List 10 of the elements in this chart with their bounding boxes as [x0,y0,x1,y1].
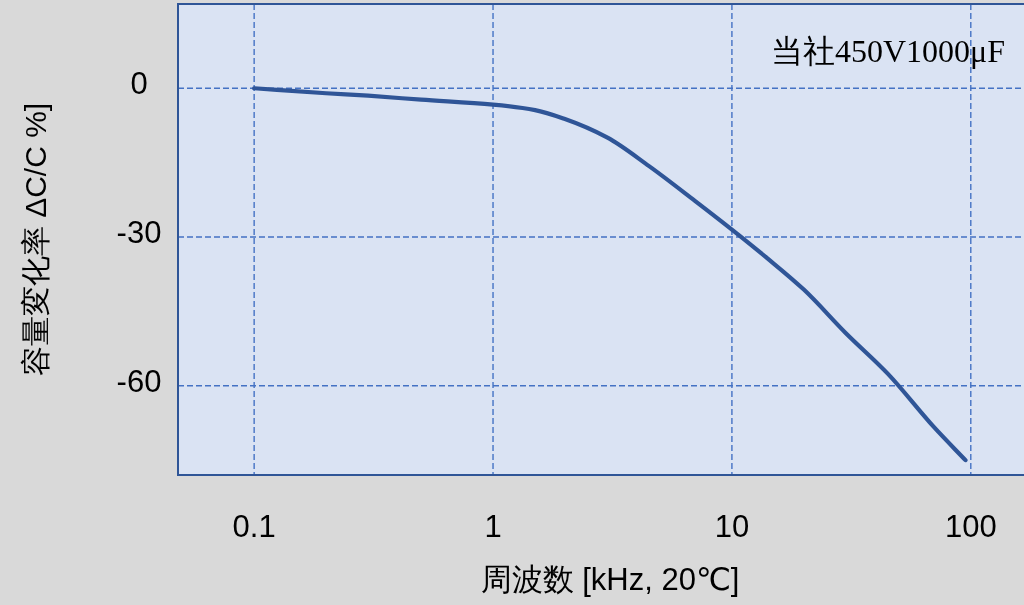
x-tick-label: 0.1 [232,509,276,544]
annotation: 当社450V1000μF [770,33,1005,69]
y-tick-label: 0 [130,66,148,102]
x-axis-title: 周波数 [kHz, 20℃] [480,562,740,597]
y-tick-label: -30 [116,215,162,251]
x-tick-label: 1 [484,509,502,544]
y-tick-label: -60 [116,363,162,399]
x-tick-label: 10 [714,509,750,544]
y-axis-title: 容量変化率 ΔC/C %] [19,102,52,377]
x-tick-label: 100 [944,509,997,544]
